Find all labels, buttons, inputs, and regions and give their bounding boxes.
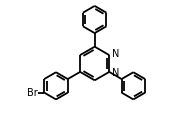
Text: N: N [112,49,119,59]
Text: N: N [112,68,119,78]
Text: Br: Br [27,88,38,98]
